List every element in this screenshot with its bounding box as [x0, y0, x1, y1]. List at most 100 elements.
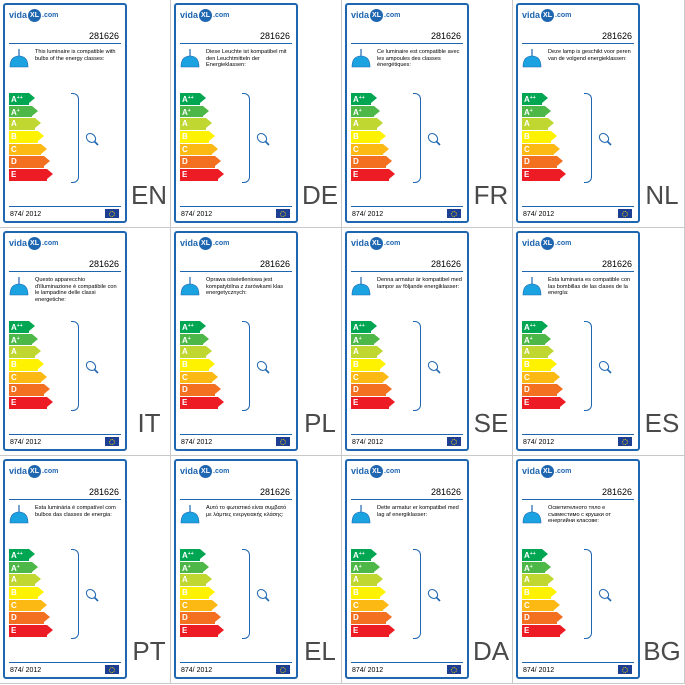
- energy-class-bar: A++: [351, 549, 377, 561]
- brand-prefix: vida: [351, 238, 370, 248]
- brand-prefix: vida: [351, 466, 370, 476]
- eu-stars: [451, 666, 457, 673]
- divider: [9, 434, 121, 435]
- language-code: BG: [643, 636, 681, 666]
- brand-mark: XL: [541, 8, 555, 22]
- product-number: 281626: [259, 487, 290, 497]
- energy-class-label: C: [524, 600, 530, 610]
- energy-class-bar: C: [351, 143, 389, 156]
- compatibility-text: This luminaire is compatible with bulbs …: [35, 49, 116, 62]
- language-code: SE: [473, 408, 509, 438]
- brand-logo: vida XL .com: [522, 236, 582, 250]
- eu-stars: [280, 666, 286, 673]
- energy-class-label: A: [182, 347, 188, 357]
- pendant-lamp-icon: [9, 49, 29, 69]
- brand-logo: vida XL .com: [522, 464, 582, 478]
- energy-class-label: A++: [524, 323, 536, 332]
- regulation-number: 874/ 2012: [352, 667, 384, 674]
- energy-class-label: D: [353, 385, 359, 395]
- product-number: 281626: [430, 487, 461, 497]
- brand-prefix: vida: [522, 10, 541, 20]
- energy-class-label: A+: [182, 107, 191, 117]
- brand-suffix: .com: [213, 11, 230, 19]
- brand-logo: vida XL .com: [9, 8, 69, 22]
- regulation-number: 874/ 2012: [523, 211, 555, 218]
- regulation-number: 874/ 2012: [10, 667, 42, 674]
- language-code: FR: [473, 180, 509, 210]
- energy-label-card: vida XL .com 281626 Diese Leuchte ist kompat…: [174, 3, 298, 223]
- language-code: DA: [472, 636, 510, 666]
- language-code: EN: [130, 180, 168, 210]
- energy-class-label: E: [524, 170, 530, 180]
- bulb-icon: [596, 585, 616, 605]
- brand-mark: XL: [28, 464, 42, 478]
- energy-class-bar: A: [351, 118, 383, 130]
- brand-suffix: .com: [555, 239, 572, 247]
- energy-class-label: C: [353, 372, 359, 382]
- brand-suffix: .com: [213, 467, 230, 475]
- brand-mark: XL: [28, 236, 42, 250]
- energy-class-scale: A++ A+ A B C D E: [180, 93, 224, 182]
- energy-label-card: vida XL .com 281626 Esta luminária é compatí…: [3, 459, 127, 679]
- energy-class-label: A: [524, 119, 530, 129]
- energy-class-label: D: [182, 613, 188, 623]
- bulb-icon: [425, 357, 445, 377]
- energy-label-card: vida XL .com 281626 Deze lamp is geschikt vo…: [516, 3, 640, 223]
- energy-class-label: C: [11, 144, 17, 154]
- energy-class-scale: A++ A+ A B C D E: [180, 321, 224, 410]
- energy-class-label: A++: [524, 95, 536, 104]
- energy-class-bar: B: [9, 587, 44, 599]
- energy-class-bar: E: [522, 625, 566, 637]
- energy-class-bar: A++: [180, 321, 206, 333]
- brand-prefix: vida: [351, 10, 370, 20]
- energy-label-card: vida XL .com 281626 Questo apparecchio d'ill…: [3, 231, 127, 451]
- bulb-icon: [254, 129, 274, 149]
- bulb-icon: [425, 129, 445, 149]
- energy-class-bar: D: [180, 156, 221, 168]
- energy-class-bar: A+: [180, 561, 209, 574]
- energy-class-label: B: [182, 360, 188, 370]
- pendant-lamp-icon: [522, 49, 542, 69]
- energy-class-bar: E: [351, 625, 395, 637]
- energy-class-label: D: [182, 385, 188, 395]
- bulb-icon: [83, 129, 103, 149]
- energy-class-label: D: [524, 385, 530, 395]
- divider: [522, 499, 634, 500]
- energy-class-label: E: [182, 170, 188, 180]
- energy-class-bar: A+: [522, 333, 551, 346]
- brand-suffix: .com: [42, 239, 59, 247]
- bulb-icon: [83, 585, 103, 605]
- label-cell-se: vida XL .com 281626 Denna armatur är kompati…: [342, 228, 513, 456]
- pendant-lamp-icon: [180, 505, 200, 525]
- energy-class-scale: A++ A+ A B C D E: [351, 93, 395, 182]
- energy-class-scale: A++ A+ A B C D E: [351, 321, 395, 410]
- pendant-lamp-icon: [351, 49, 371, 69]
- bracket-icon: [242, 93, 250, 183]
- energy-class-bar: C: [180, 143, 218, 156]
- compatibility-text: Questo apparecchio d'illuminazione è com…: [35, 277, 117, 303]
- energy-class-bar: E: [9, 397, 53, 409]
- compatibility-text: Oprawa oświetleniowa jest kompatybilna z…: [206, 277, 284, 297]
- energy-class-scale: A++ A+ A B C D E: [9, 93, 53, 182]
- bulb-icon: [254, 585, 274, 605]
- divider: [180, 206, 292, 207]
- regulation-number: 874/ 2012: [523, 439, 555, 446]
- energy-class-label: D: [11, 385, 17, 395]
- energy-label-card: vida XL .com 281626 Αυτό το φωτιστικό είναι …: [174, 459, 298, 679]
- product-number: 281626: [88, 31, 119, 41]
- energy-class-bar: A: [522, 346, 554, 358]
- brand-prefix: vida: [180, 238, 199, 248]
- energy-class-scale: A++ A+ A B C D E: [351, 549, 395, 638]
- brand-mark: XL: [541, 464, 555, 478]
- divider: [180, 271, 292, 272]
- energy-class-label: C: [353, 600, 359, 610]
- brand-suffix: .com: [384, 467, 401, 475]
- energy-class-label: B: [524, 360, 530, 370]
- energy-class-bar: B: [522, 131, 557, 143]
- energy-class-bar: A+: [351, 105, 380, 118]
- brand-logo: vida XL .com: [351, 8, 411, 22]
- energy-class-label: A+: [182, 335, 191, 345]
- energy-class-label: A+: [182, 563, 191, 573]
- regulation-number: 874/ 2012: [352, 211, 384, 218]
- bracket-icon: [242, 549, 250, 639]
